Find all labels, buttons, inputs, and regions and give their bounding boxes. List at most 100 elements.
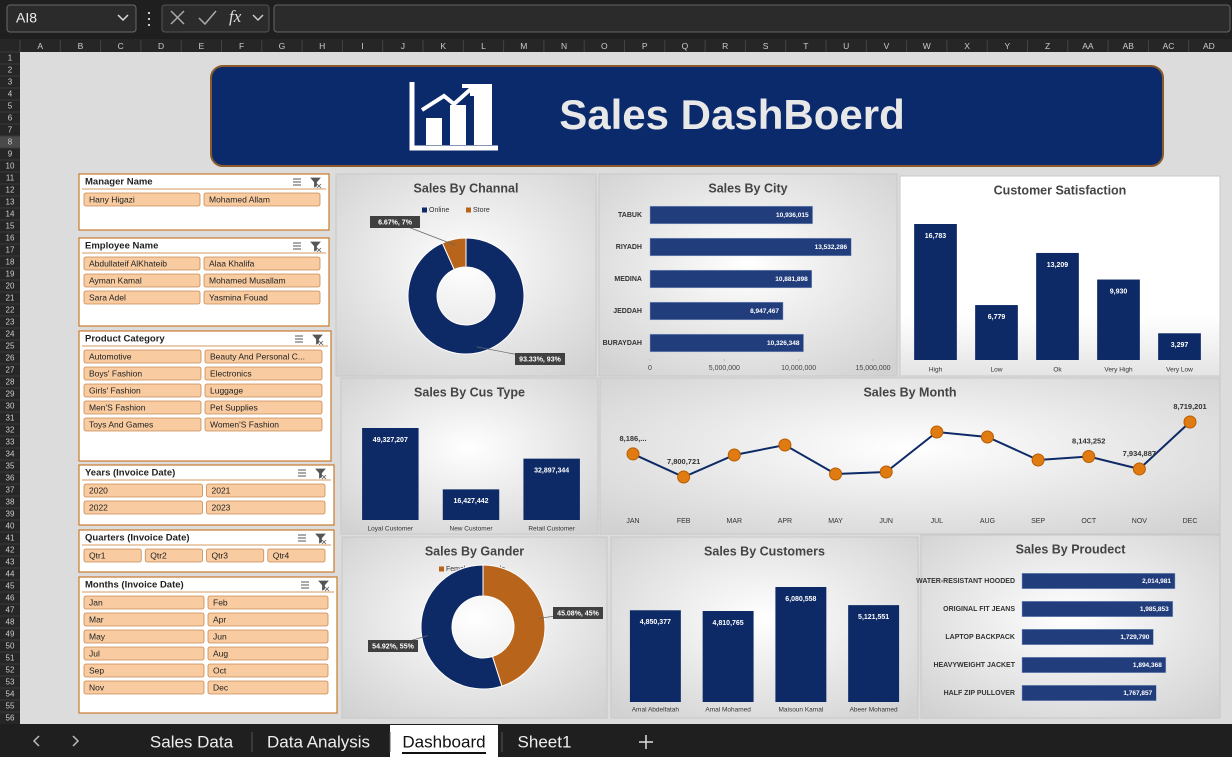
multi-select-icon[interactable] — [301, 581, 309, 589]
add-sheet[interactable] — [639, 735, 653, 749]
multi-select-icon[interactable] — [293, 242, 301, 250]
clear-filter-icon[interactable] — [310, 177, 322, 189]
slicer-item[interactable] — [203, 273, 321, 288]
pie-slice — [420, 564, 503, 690]
slicer-item-label: 2022 — [89, 502, 108, 512]
slicer-item[interactable] — [83, 680, 205, 695]
tab-prev[interactable] — [32, 735, 40, 747]
chart-panel — [599, 377, 1221, 535]
name-box[interactable] — [6, 4, 137, 33]
legend-label: Female — [446, 566, 469, 573]
slicer-item[interactable] — [83, 192, 201, 207]
slicer-item-label: Jun — [213, 631, 227, 641]
slicer-item[interactable] — [83, 400, 202, 415]
row-header: 20 — [6, 282, 15, 291]
multi-select-icon[interactable] — [298, 469, 306, 477]
row-header: 2 — [8, 66, 13, 75]
x-tick-label: NOV — [1132, 518, 1148, 525]
row-header: 10 — [6, 162, 15, 171]
slicer-item-label: Sara Adel — [89, 292, 126, 302]
marker — [879, 465, 893, 479]
slicer-item[interactable] — [83, 595, 205, 610]
sheet-tab-label: Sheet1 — [518, 732, 572, 751]
slicer-item[interactable] — [144, 548, 203, 563]
row-header: 50 — [6, 642, 15, 651]
slicer-item[interactable] — [206, 548, 265, 563]
clear-filter-icon[interactable] — [312, 334, 324, 346]
slicer-item[interactable] — [267, 548, 326, 563]
slicer-item[interactable] — [83, 273, 201, 288]
column-header: AA — [1082, 41, 1094, 51]
x-tick-label: 15,000,000 — [855, 365, 890, 372]
data-label: 10,881,898 — [775, 276, 808, 283]
data-label: 4,850,377 — [640, 619, 671, 626]
sheet-tab-label: Data Analysis — [267, 732, 370, 751]
clear-filter-icon[interactable] — [315, 533, 327, 545]
x-tick-label: FEB — [677, 518, 691, 525]
pie-slice — [482, 564, 546, 687]
y-tick-label: MEDINA — [614, 276, 642, 283]
clear-filter-icon[interactable] — [310, 241, 322, 253]
slicer-item[interactable] — [83, 548, 142, 563]
slicer-item[interactable] — [204, 417, 323, 432]
slicer-item[interactable] — [203, 256, 321, 271]
multi-select-icon[interactable] — [298, 534, 306, 542]
slicer-item[interactable] — [83, 646, 205, 661]
slicer-item[interactable] — [83, 417, 202, 432]
slicer-item[interactable] — [83, 483, 203, 498]
slicer-item[interactable] — [207, 629, 329, 644]
slicer-item[interactable] — [207, 663, 329, 678]
sheet-tab[interactable] — [502, 725, 587, 757]
slicer-item[interactable] — [83, 500, 203, 515]
slicer-item[interactable] — [83, 290, 201, 305]
sheet-tab[interactable] — [135, 725, 248, 757]
cancel-icon[interactable] — [170, 10, 185, 25]
clear-filter-icon[interactable] — [315, 468, 327, 480]
slicer-item[interactable] — [83, 383, 202, 398]
legend-label: Store — [473, 207, 490, 214]
slicer-item-label: Alaa Khalifa — [209, 258, 255, 268]
column-header: AD — [1203, 41, 1215, 51]
sheet-tab[interactable] — [390, 725, 498, 757]
slicer-item[interactable] — [203, 192, 321, 207]
row-header: 5 — [8, 102, 13, 111]
slicer-item[interactable] — [206, 500, 326, 515]
slicer-item[interactable] — [83, 663, 205, 678]
slicer-item-label: Dec — [213, 682, 229, 692]
title-icon-arrow — [420, 84, 474, 112]
slicer-item[interactable] — [83, 629, 205, 644]
sheet-tab[interactable] — [252, 725, 385, 757]
chart-title: Sales By Channal — [414, 181, 519, 195]
slicer-item[interactable] — [83, 349, 202, 364]
slicer-item[interactable] — [204, 366, 323, 381]
slicer-item[interactable] — [207, 612, 329, 627]
slicer-item[interactable] — [207, 646, 329, 661]
enter-icon[interactable] — [198, 10, 217, 26]
slicer-item[interactable] — [83, 612, 205, 627]
clear-filter-icon[interactable] — [318, 580, 330, 592]
slicer-item[interactable] — [204, 349, 323, 364]
column-header: M — [520, 41, 527, 51]
slicer-item[interactable] — [207, 680, 329, 695]
row-header: 22 — [6, 306, 15, 315]
multi-select-icon[interactable] — [293, 178, 301, 186]
slicer-item[interactable] — [204, 400, 323, 415]
column-header: A — [37, 41, 43, 51]
row-header: 55 — [6, 702, 15, 711]
data-label: 45.08%, 45% — [557, 610, 599, 617]
slicer-item[interactable] — [206, 483, 326, 498]
data-label: 1,894,368 — [1133, 662, 1162, 669]
y-tick-label: HEAVYWEIGHT JACKET — [933, 662, 1015, 669]
formula-input[interactable] — [273, 4, 1231, 33]
data-label: 10,326,348 — [767, 340, 800, 347]
slicer-item[interactable] — [83, 256, 201, 271]
multi-select-icon[interactable] — [295, 335, 303, 343]
slicer-item[interactable] — [207, 595, 329, 610]
slicer-item-label: Hany Higazi — [89, 194, 135, 204]
slicer-item[interactable] — [83, 366, 202, 381]
slicer-item[interactable] — [203, 290, 321, 305]
column-header: H — [319, 41, 325, 51]
slicer-item[interactable] — [204, 383, 323, 398]
row-header: 1 — [8, 54, 13, 63]
tab-next[interactable] — [72, 735, 80, 747]
